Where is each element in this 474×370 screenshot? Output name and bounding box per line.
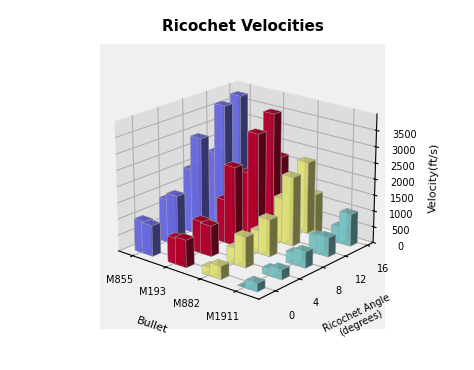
Y-axis label: Ricochet Angle
(degrees): Ricochet Angle (degrees): [321, 292, 396, 344]
Title: Ricochet Velocities: Ricochet Velocities: [162, 18, 324, 34]
X-axis label: Bullet: Bullet: [135, 316, 169, 336]
